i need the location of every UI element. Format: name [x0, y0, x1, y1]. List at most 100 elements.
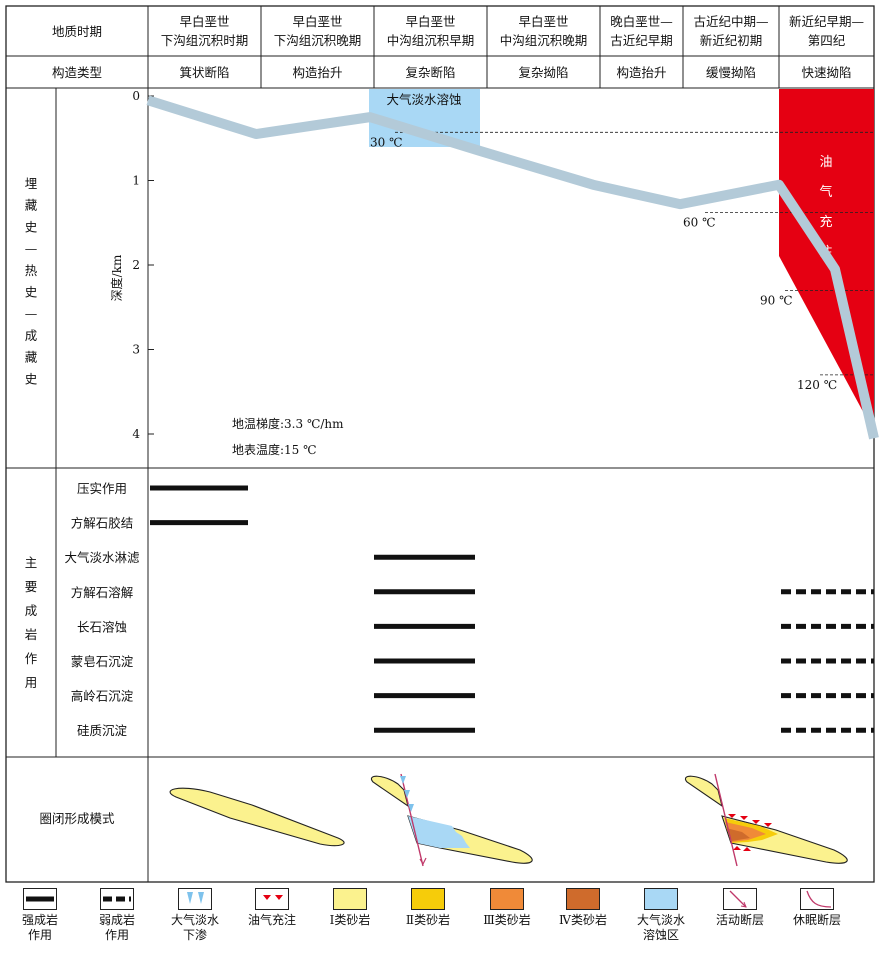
- oil-charge-marks: [728, 814, 772, 851]
- legend-item-oil-charge: 油气充注: [237, 884, 307, 928]
- legend-label: Ⅲ类砂岩: [483, 913, 531, 927]
- period-3-line2: 中沟组沉积早期: [387, 33, 475, 48]
- depth-axis-label: 深度/km: [109, 254, 124, 301]
- freshwater-label: 大气淡水溶蚀: [386, 92, 461, 107]
- trap-model-2-fault: [400, 773, 424, 867]
- legend: 强成岩 作用 弱成岩 作用 大气淡水 下渗 油气充注 Ⅰ类砂岩 Ⅱ类砂岩 Ⅲ类砂岩 Ⅳ类砂岩 大气淡水…: [0, 884, 882, 958]
- legend-label: 大气淡水: [170, 913, 219, 927]
- section-label-char: 要: [25, 579, 38, 594]
- section-label-char: 埋: [25, 176, 38, 191]
- legend-item-sand-2: Ⅱ类砂岩: [393, 884, 463, 928]
- burial-curve: [146, 95, 879, 440]
- freshwater-seep-marks: [400, 776, 414, 812]
- sand-2-icon: [411, 888, 445, 910]
- isotherms: 30 ℃ 60 ℃ 90 ℃ 120 ℃: [370, 131, 874, 392]
- period-6-line2: 新近纪初期: [700, 33, 763, 48]
- section-label-char: 藏: [25, 198, 38, 213]
- section-label-char: 史: [25, 285, 38, 300]
- tectonic-type-4: 复杂拗陷: [518, 65, 568, 80]
- section-label-char: 主: [25, 555, 38, 570]
- legend-item-water-seep: 大气淡水 下渗: [160, 884, 230, 943]
- legend-item-strong-line: 强成岩 作用: [5, 884, 75, 943]
- tectonic-type-7: 快速拗陷: [801, 65, 851, 80]
- isotherm-label: 90 ℃: [760, 293, 793, 307]
- period-7-line1: 新近纪早期—: [789, 14, 864, 29]
- period-5-line2: 古近纪早期: [610, 33, 673, 48]
- period-2-line1: 早白垩世: [292, 14, 342, 29]
- legend-label: Ⅰ类砂岩: [329, 913, 371, 927]
- legend-label: 大气淡水: [636, 913, 685, 927]
- weak-line-icon: [100, 888, 134, 910]
- legend-label: 下渗: [182, 928, 207, 942]
- legend-label: 溶蚀区: [642, 928, 679, 942]
- sand-1-icon: [333, 888, 367, 910]
- isotherm-label: 30 ℃: [370, 135, 403, 149]
- process-name: 蒙皂石沉淀: [71, 654, 134, 669]
- legend-item-weak-line: 弱成岩 作用: [82, 884, 152, 943]
- geothermal-gradient-text: 地温梯度:3.3 ℃/hm: [232, 416, 344, 431]
- depth-axis: 0 1 2 3 4: [132, 89, 154, 441]
- legend-label: 休眠断层: [792, 913, 841, 927]
- section-label-char: 成: [25, 603, 38, 618]
- process-name: 方解石胶结: [71, 516, 134, 531]
- legend-item-active-fault: 活动断层: [705, 884, 775, 928]
- legend-item-freshwater-zone: 大气淡水 溶蚀区: [626, 884, 696, 943]
- legend-label: Ⅱ类砂岩: [405, 913, 451, 927]
- trap-formation-section: 圈闭形成模式: [39, 773, 848, 867]
- trap-model-2: [370, 773, 533, 867]
- legend-item-dormant-fault: 休眠断层: [782, 884, 852, 928]
- process-name: 方解石溶解: [71, 585, 134, 600]
- legend-label: 油气充注: [247, 913, 296, 927]
- active-fault-icon: [723, 888, 757, 910]
- process-name: 高岭石沉淀: [71, 689, 134, 704]
- trap-section-label: 圈闭形成模式: [39, 811, 115, 826]
- period-3-line1: 早白垩世: [405, 14, 455, 29]
- legend-label: 作用: [104, 928, 129, 942]
- period-5-line1: 晚白垩世—: [610, 14, 673, 29]
- sand-4-icon: [566, 888, 600, 910]
- trap-model-1-sandbody: [169, 787, 345, 847]
- tectonic-type-6: 缓慢拗陷: [706, 65, 756, 80]
- depth-tick-label: 4: [132, 427, 140, 441]
- tectonic-type-1: 箕状断陷: [179, 65, 229, 80]
- legend-item-sand-3: Ⅲ类砂岩: [472, 884, 542, 928]
- oil-label-char: 充: [819, 214, 832, 230]
- oil-label-char: 气: [819, 184, 832, 200]
- dormant-fault-icon: [800, 888, 834, 910]
- water-seep-icon: [178, 888, 212, 910]
- legend-label: Ⅳ类砂岩: [559, 913, 607, 927]
- legend-item-sand-4: Ⅳ类砂岩: [548, 884, 618, 928]
- depth-tick-label: 1: [132, 174, 140, 188]
- process-name: 大气淡水淋滤: [64, 550, 140, 565]
- freshwater-zone-icon: [644, 888, 678, 910]
- table-frame: [5, 5, 875, 883]
- trap-model-2-freshwater-zone: [408, 816, 470, 848]
- isotherm-label: 120 ℃: [797, 378, 837, 392]
- section-label-char: 作: [25, 651, 38, 666]
- process-name: 压实作用: [77, 481, 127, 496]
- burial-section-label: 埋藏史—热史—成藏史: [25, 176, 38, 386]
- period-1-line1: 早白垩世: [179, 14, 229, 29]
- section-label-char: 成: [25, 328, 38, 343]
- oil-charge-icon: [255, 888, 289, 910]
- trap-model-3-fault: [714, 773, 738, 867]
- geo-period-label: 地质时期: [52, 24, 102, 39]
- tectonic-type-3: 复杂断陷: [405, 65, 455, 80]
- period-2-line2: 下沟组沉积晚期: [274, 33, 362, 48]
- oil-label-char: 油: [819, 155, 832, 170]
- section-label-char: 史: [25, 219, 38, 234]
- depth-tick-label: 2: [132, 258, 140, 272]
- period-7-line2: 第四纪: [808, 33, 846, 48]
- section-label-char: 岩: [25, 627, 38, 642]
- legend-label: 活动断层: [715, 913, 764, 927]
- period-4-line2: 中沟组沉积晚期: [500, 33, 588, 48]
- period-6-line1: 古近纪中期—: [693, 14, 768, 29]
- sand-3-icon: [490, 888, 524, 910]
- tectonic-type-5: 构造抬升: [616, 65, 666, 80]
